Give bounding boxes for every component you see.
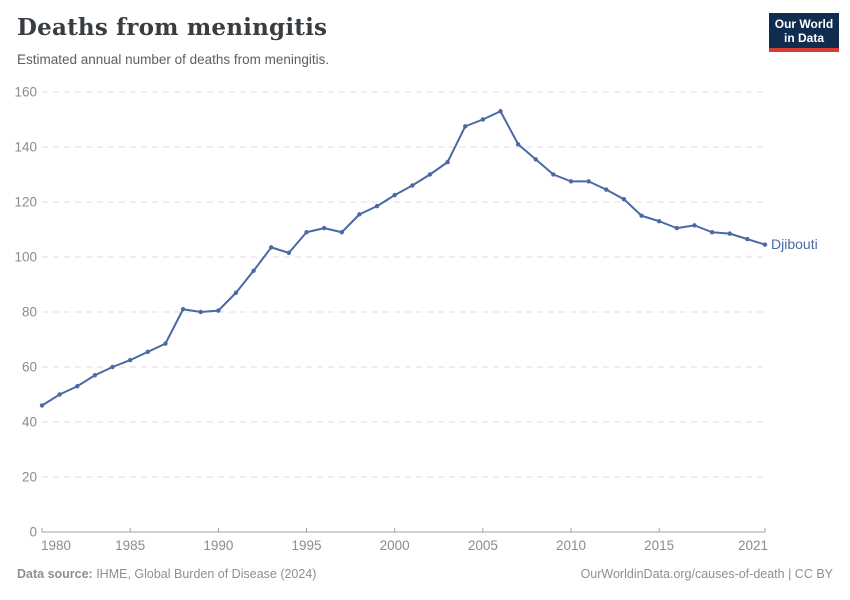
y-tick-label: 60 xyxy=(22,360,37,375)
data-point[interactable] xyxy=(604,187,609,192)
owid-logo-line1: Our World xyxy=(774,16,834,31)
y-tick-label: 40 xyxy=(22,415,37,430)
data-point[interactable] xyxy=(110,364,115,370)
data-source-text: IHME, Global Burden of Disease (2024) xyxy=(92,567,317,581)
data-point[interactable] xyxy=(198,309,203,315)
data-point[interactable] xyxy=(533,157,538,162)
entity-label-djibouti[interactable]: Djibouti xyxy=(771,236,818,252)
x-tick-label: 2021 xyxy=(738,538,768,553)
data-point[interactable] xyxy=(357,212,362,217)
data-point[interactable] xyxy=(515,142,521,147)
data-point[interactable] xyxy=(57,392,62,397)
data-point[interactable] xyxy=(339,230,344,235)
x-tick-label: 1990 xyxy=(203,538,233,553)
page-title: Deaths from meningitis xyxy=(17,14,328,41)
data-point[interactable] xyxy=(551,172,556,177)
data-point[interactable] xyxy=(75,384,80,389)
data-point[interactable] xyxy=(163,341,168,346)
page-subtitle: Estimated annual number of deaths from m… xyxy=(17,52,330,67)
data-source: Data source: IHME, Global Burden of Dise… xyxy=(17,567,316,581)
data-point[interactable] xyxy=(674,225,680,231)
data-point[interactable] xyxy=(480,117,486,122)
x-tick-label: 1985 xyxy=(115,538,145,553)
page-footer: Data source: IHME, Global Burden of Dise… xyxy=(17,567,833,581)
data-point[interactable] xyxy=(180,307,186,312)
data-point[interactable] xyxy=(216,308,221,313)
y-tick-label: 0 xyxy=(29,525,37,540)
x-tick-label: 2010 xyxy=(556,538,586,553)
data-point[interactable] xyxy=(92,373,98,378)
data-point[interactable] xyxy=(745,236,750,242)
data-point[interactable] xyxy=(463,124,468,129)
y-tick-label: 20 xyxy=(22,470,37,485)
data-point[interactable] xyxy=(639,213,644,218)
y-tick-label: 140 xyxy=(14,140,37,155)
y-tick-label: 80 xyxy=(22,305,37,320)
data-point[interactable] xyxy=(233,290,239,295)
data-point[interactable] xyxy=(498,109,503,114)
y-tick-label: 160 xyxy=(14,85,37,100)
data-point[interactable] xyxy=(410,183,415,188)
owid-logo[interactable]: Our World in Data xyxy=(769,13,839,52)
data-source-label: Data source: xyxy=(17,567,93,581)
data-point[interactable] xyxy=(586,179,591,184)
y-tick-label: 120 xyxy=(14,195,37,210)
credit-text: OurWorldinData.org/causes-of-death | CC … xyxy=(580,567,833,581)
data-point[interactable] xyxy=(692,223,697,228)
series-line-djibouti[interactable] xyxy=(41,110,766,407)
x-tick-label: 2005 xyxy=(468,538,498,553)
data-point[interactable] xyxy=(39,403,45,408)
data-point[interactable] xyxy=(568,179,574,184)
data-point[interactable] xyxy=(145,349,151,355)
x-tick-label: 2015 xyxy=(644,538,674,553)
data-point[interactable] xyxy=(286,250,292,256)
owid-logo-line2: in Data xyxy=(783,30,824,45)
data-point[interactable] xyxy=(762,242,768,247)
data-point[interactable] xyxy=(621,197,627,202)
data-point[interactable] xyxy=(251,268,256,273)
data-point[interactable] xyxy=(427,172,433,177)
data-point[interactable] xyxy=(392,192,397,198)
x-tick-label: 1980 xyxy=(41,538,71,553)
x-tick-label: 1995 xyxy=(291,538,321,553)
data-point[interactable] xyxy=(656,219,662,224)
data-point[interactable] xyxy=(445,159,450,165)
x-tick-label: 2000 xyxy=(380,538,410,553)
data-point[interactable] xyxy=(709,230,715,235)
data-point[interactable] xyxy=(727,231,732,236)
data-point[interactable] xyxy=(269,245,274,250)
y-tick-label: 100 xyxy=(14,250,37,265)
data-point[interactable] xyxy=(304,230,309,235)
data-point[interactable] xyxy=(321,225,327,231)
data-point[interactable] xyxy=(127,357,133,363)
data-point[interactable] xyxy=(374,203,380,209)
